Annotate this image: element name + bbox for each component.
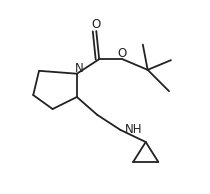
Text: O: O (92, 18, 101, 31)
Text: N: N (74, 62, 83, 75)
Text: O: O (118, 47, 127, 60)
Text: NH: NH (125, 123, 143, 137)
